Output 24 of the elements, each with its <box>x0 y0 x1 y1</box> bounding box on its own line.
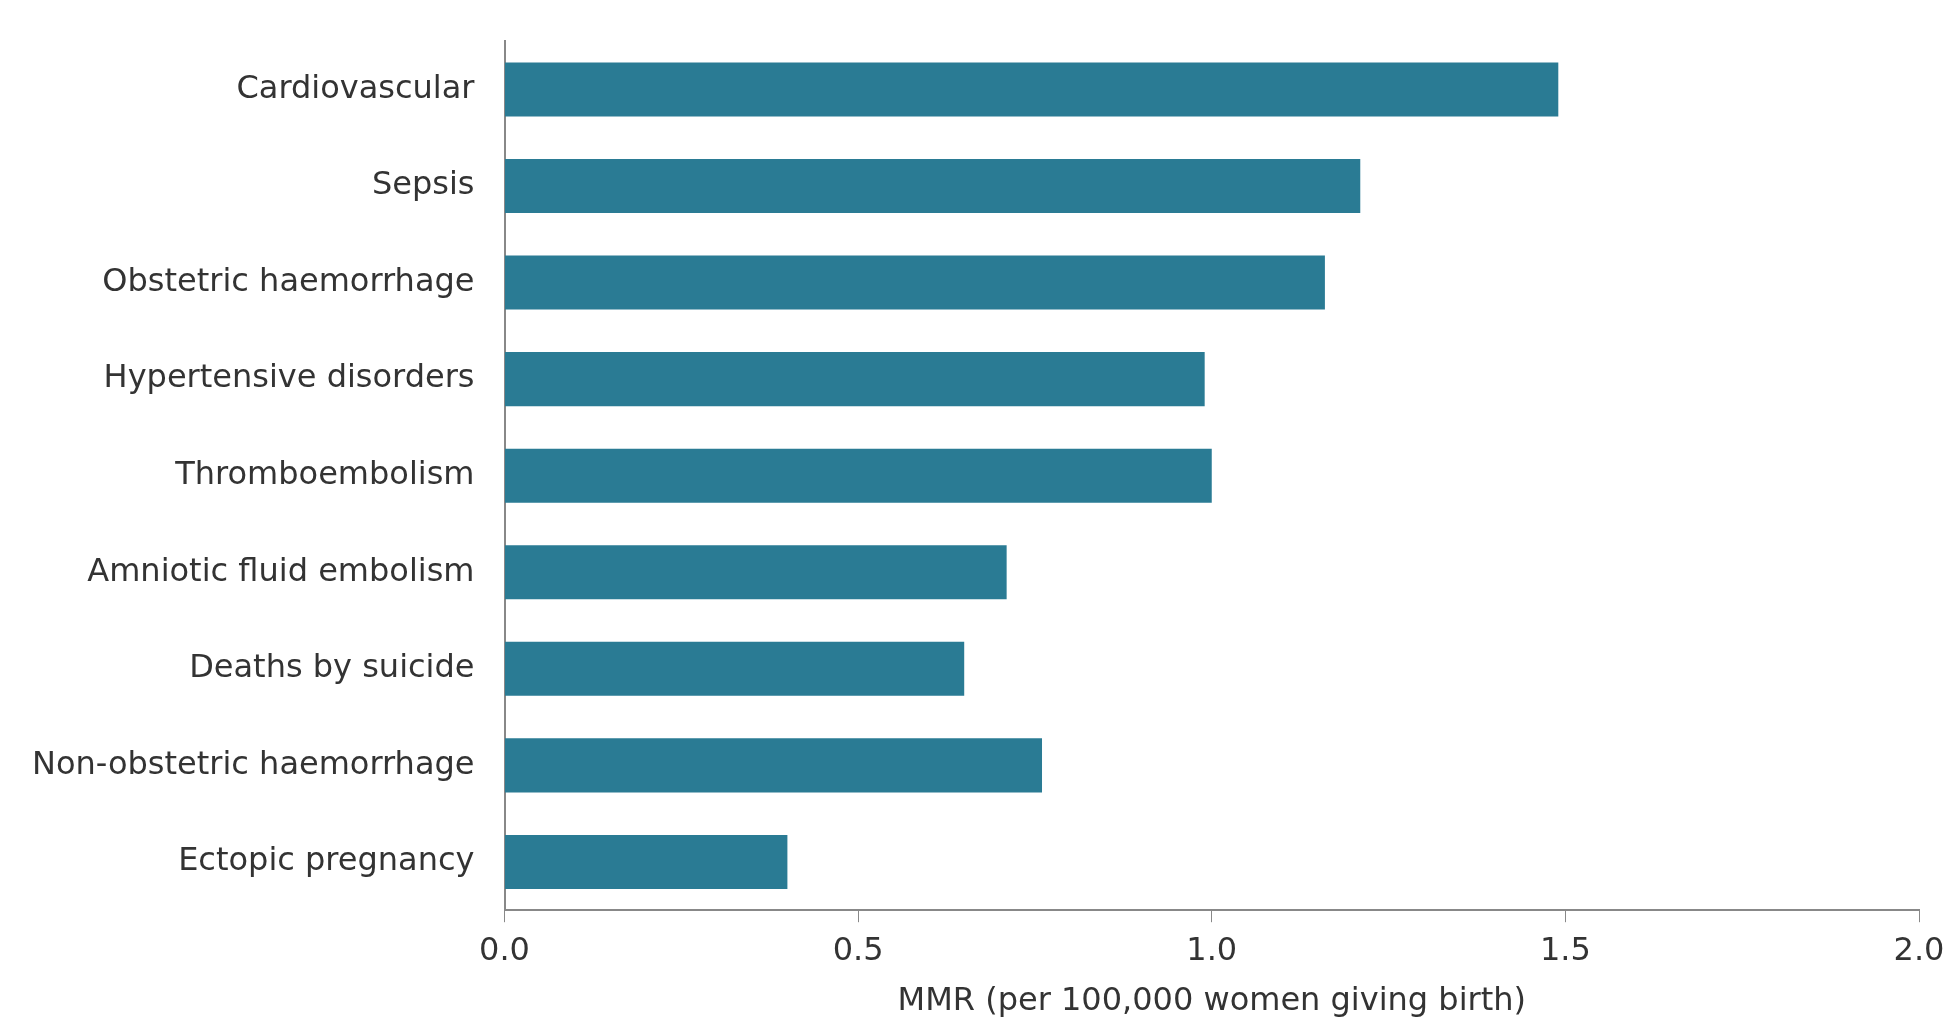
x-axis-title: MMR (per 100,000 women giving birth) <box>897 980 1526 1019</box>
bar <box>505 545 1007 600</box>
y-tick-label: Deaths by suicide <box>189 647 475 686</box>
bar <box>505 448 1212 503</box>
y-tick-label: Non-obstetric haemorrhage <box>32 743 475 782</box>
bar <box>505 255 1325 310</box>
y-tick-label: Ectopic pregnancy <box>178 840 475 879</box>
x-tick-label: 2.0 <box>1893 929 1945 968</box>
bar <box>505 738 1043 793</box>
bar <box>505 834 788 889</box>
bar <box>505 62 1559 117</box>
y-tick-label: Sepsis <box>371 164 475 203</box>
y-tick-label: Cardiovascular <box>236 67 476 106</box>
y-tick-label: Amniotic fluid embolism <box>87 550 475 589</box>
bar <box>505 159 1361 214</box>
bar <box>505 641 965 696</box>
x-tick-label: 0.0 <box>479 929 530 968</box>
y-tick-label: Obstetric haemorrhage <box>102 260 475 299</box>
x-tick-label: 0.5 <box>832 929 884 968</box>
x-tick-label: 1.5 <box>1539 929 1591 968</box>
bar <box>505 352 1205 407</box>
x-tick-label: 1.0 <box>1186 929 1238 968</box>
y-tick-label: Hypertensive disorders <box>103 357 475 396</box>
y-tick-label: Thromboembolism <box>174 454 475 493</box>
